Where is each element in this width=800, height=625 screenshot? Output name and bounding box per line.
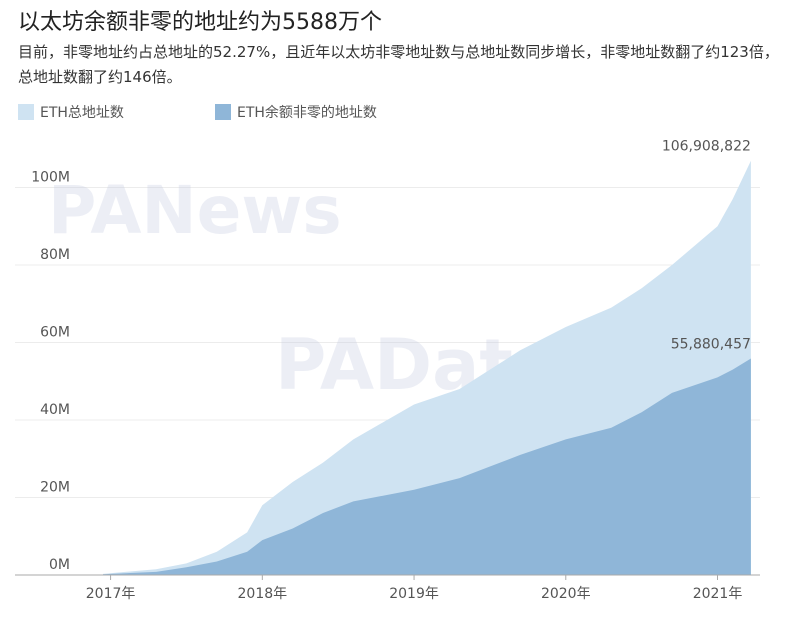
data-label: 106,908,822 xyxy=(662,139,751,155)
y-tick-label: 60M xyxy=(40,325,70,341)
legend-swatch xyxy=(18,104,34,120)
y-tick-label: 20M xyxy=(40,480,70,496)
legend-swatch xyxy=(215,104,231,120)
chart-subtitle: 目前，非零地址约占总地址的52.27%，且近年以太坊非零地址数与总地址数同步增长… xyxy=(18,43,779,86)
y-tick-label: 100M xyxy=(31,170,70,186)
chart-title: 以太坊余额非零的地址约为5588万个 xyxy=(18,10,382,35)
area xyxy=(103,358,751,575)
watermark: PANews xyxy=(48,172,342,249)
legend-label: ETH余额非零的地址数 xyxy=(237,104,377,121)
data-label: 55,880,457 xyxy=(671,336,751,352)
legend-label: ETH总地址数 xyxy=(40,105,124,121)
x-tick-label: 2021年 xyxy=(693,586,743,602)
y-tick-label: 40M xyxy=(40,402,70,418)
y-tick-label: 80M xyxy=(40,247,70,263)
x-tick-label: 2019年 xyxy=(389,586,439,602)
x-tick-label: 2018年 xyxy=(238,586,288,602)
x-tick-label: 2020年 xyxy=(541,586,591,602)
x-tick-label: 2017年 xyxy=(86,586,136,602)
y-tick-label: 0M xyxy=(49,557,70,573)
